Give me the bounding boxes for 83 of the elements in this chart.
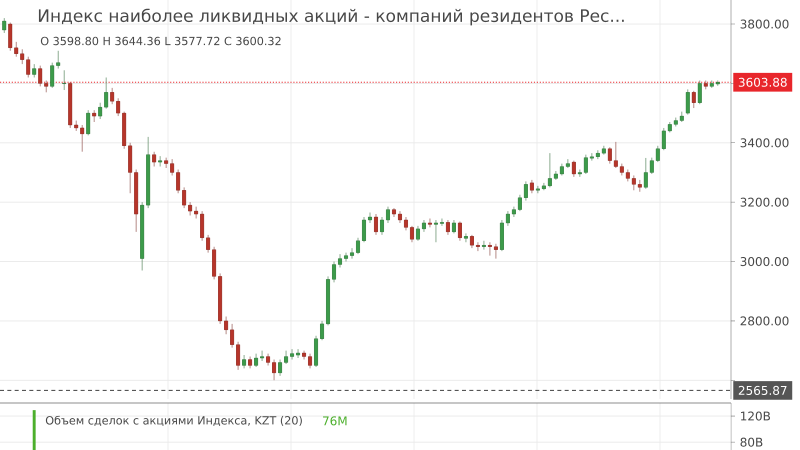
candlestick	[416, 226, 420, 242]
candlestick	[404, 216, 408, 231]
candlestick	[260, 350, 264, 362]
y-tick-label: 3400.00	[740, 138, 789, 148]
candlestick	[548, 152, 552, 188]
candlestick	[410, 226, 414, 243]
candlestick	[584, 154, 588, 174]
candlestick	[428, 218, 432, 228]
candlestick	[170, 158, 174, 176]
candlestick	[254, 353, 258, 368]
candlestick	[62, 70, 66, 90]
chart-title: Индекс наиболее ликвидных акций - компаний резидентов Рес...	[38, 8, 624, 26]
candlestick	[560, 163, 564, 176]
candlestick	[578, 169, 582, 178]
candlestick	[422, 220, 426, 232]
candlestick	[446, 220, 450, 236]
y-tick-label: 3000.00	[740, 257, 789, 266]
candlestick	[506, 210, 510, 226]
candlestick	[2, 18, 6, 34]
candlestick	[182, 186, 186, 208]
candlestick	[284, 350, 288, 364]
candlestick	[32, 64, 36, 78]
candlestick	[692, 90, 696, 108]
candlestick	[152, 151, 156, 167]
candlestick	[512, 206, 516, 218]
candlestick	[164, 157, 168, 168]
candlestick	[374, 214, 378, 236]
candlestick	[200, 210, 204, 242]
candlestick	[482, 240, 486, 250]
candlestick	[434, 220, 438, 243]
candlestick	[686, 88, 690, 115]
candlestick	[194, 206, 198, 219]
candlestick	[242, 354, 246, 369]
candlestick	[476, 242, 480, 252]
y-tick-label: 3200.00	[740, 198, 789, 207]
y-tick-label: 120B	[741, 412, 770, 421]
candlestick	[518, 194, 522, 212]
candlestick	[158, 156, 162, 167]
candlestick	[698, 80, 702, 105]
candlestick	[308, 353, 312, 369]
candlestick	[380, 216, 384, 236]
candlestick	[248, 356, 252, 369]
candlestick	[350, 248, 354, 259]
candlestick	[470, 234, 474, 249]
candlestick	[176, 169, 180, 194]
candlestick	[458, 221, 462, 242]
candlestick	[488, 242, 492, 256]
y-tick-label: 2800.00	[740, 316, 789, 326]
candlestick	[332, 261, 336, 283]
candlestick	[356, 237, 360, 254]
candlestick	[272, 359, 276, 381]
candlestick	[290, 348, 294, 360]
text: Объем сделок с акциями Индекса, KZT (20)	[46, 416, 302, 426]
candlestick	[230, 324, 234, 348]
candlestick	[278, 359, 282, 376]
text: O 3598.80 H 3644.36 L 3577.72 C 3600.32	[40, 36, 281, 46]
candlestick	[320, 320, 324, 341]
candlestick	[452, 220, 456, 234]
ref-line-label: 2565.87	[738, 386, 787, 395]
candlestick	[296, 348, 300, 358]
candlestick	[224, 316, 228, 335]
candlestick	[266, 353, 270, 366]
candlestick	[368, 212, 372, 224]
candlestick	[464, 232, 468, 243]
ref-line-label: 3603.88	[738, 78, 787, 87]
candlestick	[524, 181, 528, 202]
candlestick	[188, 202, 192, 216]
candlestick	[530, 180, 534, 194]
candlestick	[86, 110, 90, 136]
candlestick	[386, 206, 390, 224]
annotation: 76M	[323, 416, 346, 426]
candlestick	[362, 216, 366, 243]
y-tick-label: 3800.00	[740, 20, 789, 29]
candlestick	[536, 185, 540, 194]
y-tick-label: 80B	[740, 438, 762, 447]
candlestick	[440, 218, 444, 226]
candlestick	[206, 234, 210, 254]
candlestick	[92, 110, 96, 122]
candlestick	[494, 243, 498, 259]
candlestick	[236, 341, 240, 370]
candlestick	[398, 210, 402, 224]
candlestick	[572, 160, 576, 178]
candlestick	[338, 254, 342, 268]
